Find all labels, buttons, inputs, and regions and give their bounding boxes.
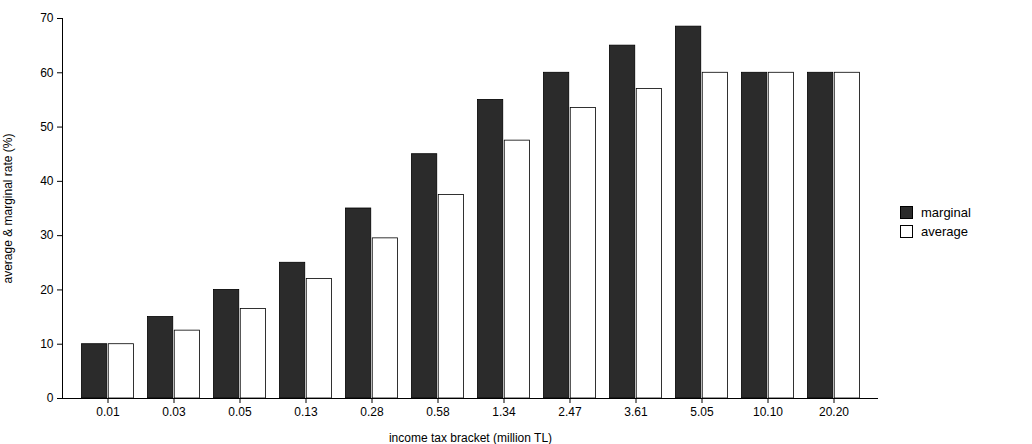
svg-text:30: 30 (40, 228, 54, 242)
html-text:marginal: marginal (921, 205, 971, 220)
svg-text:0.01: 0.01 (96, 405, 120, 419)
html-text:average: average (921, 224, 968, 239)
svg-text:20: 20 (40, 283, 54, 297)
svg-text:1.34: 1.34 (492, 405, 516, 419)
svg-text:0.28: 0.28 (360, 405, 384, 419)
svg-text:3.61: 3.61 (624, 405, 648, 419)
svg-text:70: 70 (40, 11, 54, 25)
svg-text:income tax bracket (million TL: income tax bracket (million TL) (389, 431, 552, 444)
svg-text:0.58: 0.58 (426, 405, 450, 419)
svg-text:2.47: 2.47 (558, 405, 582, 419)
svg-text:40: 40 (40, 174, 54, 188)
svg-text:0.03: 0.03 (162, 405, 186, 419)
svg-text:0.13: 0.13 (294, 405, 318, 419)
svg-text:20.20: 20.20 (819, 405, 849, 419)
svg-text:50: 50 (40, 120, 54, 134)
svg-text:0: 0 (47, 391, 54, 405)
svg-text:0.05: 0.05 (228, 405, 252, 419)
svg-text:5.05: 5.05 (690, 405, 714, 419)
svg-text:10.10: 10.10 (753, 405, 783, 419)
svg-text:average & marginal rate (%): average & marginal rate (%) (1, 133, 15, 283)
svg-text:60: 60 (40, 66, 54, 80)
svg-text:10: 10 (40, 337, 54, 351)
